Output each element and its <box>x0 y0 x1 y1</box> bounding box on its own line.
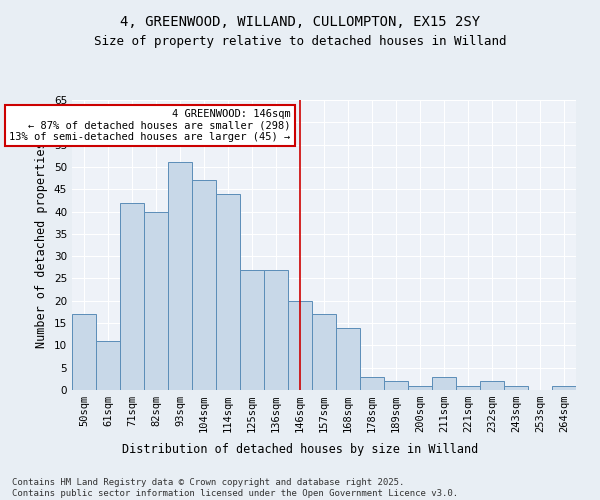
Bar <box>240 270 264 390</box>
Y-axis label: Number of detached properties: Number of detached properties <box>35 142 49 348</box>
Bar <box>480 381 504 390</box>
Bar <box>408 386 432 390</box>
Bar <box>288 301 312 390</box>
Bar <box>192 180 216 390</box>
Text: Size of property relative to detached houses in Willand: Size of property relative to detached ho… <box>94 35 506 48</box>
Bar <box>264 270 288 390</box>
Bar <box>312 314 336 390</box>
Text: 4 GREENWOOD: 146sqm
← 87% of detached houses are smaller (298)
13% of semi-detac: 4 GREENWOOD: 146sqm ← 87% of detached ho… <box>9 109 290 142</box>
Bar <box>432 376 456 390</box>
Bar <box>72 314 96 390</box>
Text: Distribution of detached houses by size in Willand: Distribution of detached houses by size … <box>122 442 478 456</box>
Bar <box>552 386 576 390</box>
Bar <box>144 212 168 390</box>
Bar <box>168 162 192 390</box>
Bar <box>456 386 480 390</box>
Bar <box>96 341 120 390</box>
Bar <box>504 386 528 390</box>
Bar <box>216 194 240 390</box>
Text: 4, GREENWOOD, WILLAND, CULLOMPTON, EX15 2SY: 4, GREENWOOD, WILLAND, CULLOMPTON, EX15 … <box>120 15 480 29</box>
Bar <box>360 376 384 390</box>
Bar <box>384 381 408 390</box>
Text: Contains HM Land Registry data © Crown copyright and database right 2025.
Contai: Contains HM Land Registry data © Crown c… <box>12 478 458 498</box>
Bar <box>336 328 360 390</box>
Bar <box>120 202 144 390</box>
